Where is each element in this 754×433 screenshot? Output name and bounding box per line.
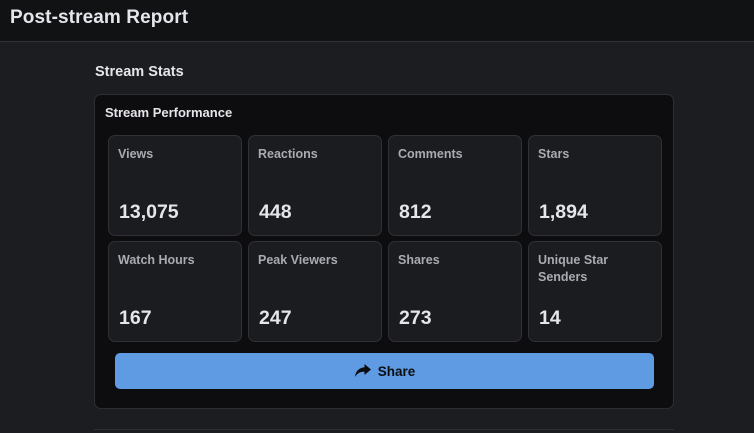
stat-value: 273 [399,307,432,329]
stat-label: Stars [538,147,570,161]
stat-label: Unique Star Senders [538,253,609,284]
stat-tile-views: Views 13,075 [108,135,242,236]
stat-tile-unique-star-senders: Unique Star Senders 14 [528,241,662,342]
stat-value: 812 [399,201,432,223]
stat-tile-watch-hours: Watch Hours 167 [108,241,242,342]
stat-tile-comments: Comments 812 [388,135,522,236]
stat-label: Comments [398,147,463,161]
stat-value: 1,894 [539,201,588,223]
stat-label: Shares [398,253,440,267]
stat-tile-peak-viewers: Peak Viewers 247 [248,241,382,342]
page-title: Post-stream Report [10,7,189,28]
divider [94,429,674,430]
stat-label: Views [118,147,154,161]
card-title: Stream Performance [105,105,233,120]
stat-label: Peak Viewers [258,253,338,267]
share-arrow-icon [354,364,371,377]
stat-value: 167 [119,307,152,329]
stat-value: 448 [259,201,292,223]
share-button-label: Share [377,363,416,379]
stat-value: 247 [259,307,292,329]
section-title: Stream Stats [95,64,184,80]
share-button[interactable]: Share [115,353,654,389]
stat-label: Reactions [258,147,318,161]
app-header: Post-stream Report [0,0,754,42]
stat-tile-shares: Shares 273 [388,241,522,342]
stat-tile-reactions: Reactions 448 [248,135,382,236]
stat-tile-stars: Stars 1,894 [528,135,662,236]
stat-value: 13,075 [119,201,179,223]
stat-label: Watch Hours [118,253,195,267]
stream-performance-card: Stream Performance Views 13,075 Reaction… [94,94,674,409]
stats-grid: Views 13,075 Reactions 448 Comments 812 … [108,135,662,342]
stat-value: 14 [539,307,561,329]
